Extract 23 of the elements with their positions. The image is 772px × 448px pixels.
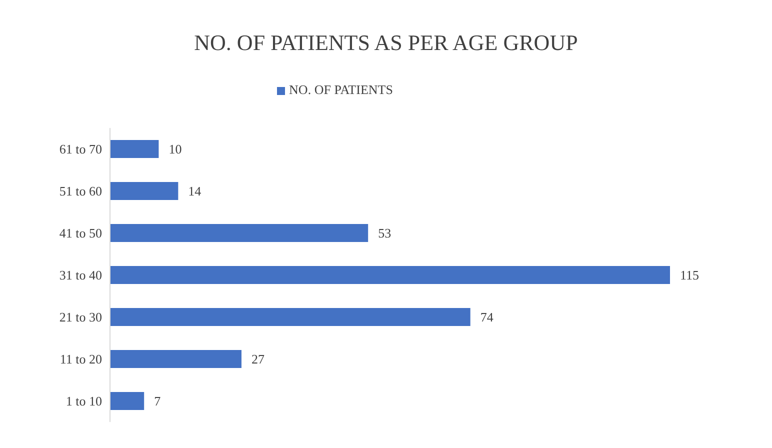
bar — [110, 224, 368, 242]
bar — [110, 140, 159, 158]
bar — [110, 350, 242, 368]
data-label: 115 — [680, 268, 700, 283]
data-label: 7 — [154, 394, 162, 409]
y-tick-label: 41 to 50 — [59, 226, 102, 241]
data-label: 10 — [168, 142, 182, 157]
bar — [110, 308, 470, 326]
data-label: 14 — [188, 184, 202, 199]
y-tick-label: 61 to 70 — [59, 142, 102, 157]
data-label: 53 — [378, 226, 392, 241]
data-label: 74 — [480, 310, 494, 325]
bar — [110, 392, 144, 410]
y-tick-label: 1 to 10 — [66, 394, 102, 409]
y-tick-label: 31 to 40 — [59, 268, 102, 283]
data-label: 27 — [251, 352, 265, 367]
bar — [110, 182, 178, 200]
chart-title: NO. OF PATIENTS AS PER AGE GROUP — [193, 30, 579, 56]
bar — [110, 266, 670, 284]
y-tick-label: 11 to 20 — [60, 352, 102, 367]
legend-label: NO. OF PATIENTS — [289, 82, 393, 97]
y-tick-label: 51 to 60 — [59, 184, 102, 199]
y-tick-label: 21 to 30 — [59, 310, 102, 325]
